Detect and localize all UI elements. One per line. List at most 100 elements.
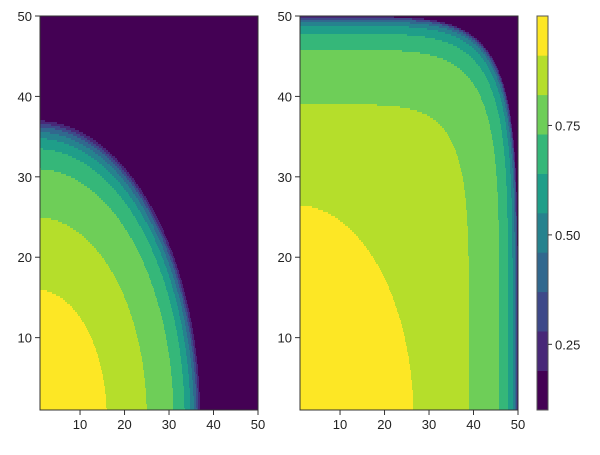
contour-cell <box>512 248 516 251</box>
contour-cell <box>409 356 470 359</box>
contour-cell <box>140 210 146 213</box>
contour-cell <box>56 294 125 297</box>
contour-cell <box>130 312 162 315</box>
contour-cell <box>162 256 167 259</box>
contour-cell <box>516 250 518 253</box>
contour-cell <box>300 238 360 241</box>
contour-cell <box>129 186 135 189</box>
contour-cell <box>177 334 184 337</box>
contour-cell <box>448 24 453 27</box>
contour-cell <box>409 360 470 363</box>
contour-cell <box>175 264 178 267</box>
contour-cell <box>132 316 163 319</box>
contour-cell <box>512 134 514 137</box>
contour-cell <box>505 92 507 95</box>
contour-cell <box>475 38 478 41</box>
contour-cell <box>396 306 470 309</box>
contour-cell <box>397 310 470 313</box>
contour-cell <box>508 342 514 345</box>
contour-cell <box>165 234 259 237</box>
contour-cell <box>173 404 185 407</box>
contour-cell <box>437 20 519 23</box>
contour-cell <box>178 340 185 343</box>
contour-cell <box>186 326 190 329</box>
contour-cell <box>513 280 516 283</box>
contour-cell <box>300 278 386 281</box>
contour-cell <box>453 144 494 147</box>
contour-cell <box>514 200 516 203</box>
contour-cell <box>515 308 517 311</box>
contour-cell <box>194 348 197 351</box>
contour-cell <box>387 282 470 285</box>
contour-cell <box>513 368 516 371</box>
contour-cell <box>144 264 159 267</box>
contour-cell <box>513 388 516 391</box>
contour-cell <box>510 118 512 121</box>
contour-cell <box>512 220 515 223</box>
contour-cell <box>123 186 130 189</box>
contour-cell <box>300 172 463 175</box>
contour-cell <box>412 386 470 389</box>
contour-cell <box>40 230 77 233</box>
contour-cell <box>196 350 259 353</box>
contour-cell <box>500 122 507 125</box>
contour-cell <box>157 222 161 225</box>
contour-cell <box>508 316 514 319</box>
x-tick-label: 20 <box>377 417 391 432</box>
contour-cell <box>150 228 155 231</box>
contour-cell <box>516 230 518 233</box>
contour-cell <box>511 142 513 145</box>
contour-cell <box>503 142 509 145</box>
contour-cell <box>181 358 188 361</box>
contour-cell <box>503 108 507 111</box>
contour-cell <box>162 232 165 235</box>
contour-cell <box>300 250 370 253</box>
contour-cell <box>514 204 516 207</box>
contour-cell <box>173 394 185 397</box>
contour-cell <box>164 236 167 239</box>
contour-cell <box>469 404 500 407</box>
contour-cell <box>466 198 499 201</box>
contour-cell <box>465 190 498 193</box>
contour-cell <box>170 252 174 255</box>
contour-cell <box>508 258 514 261</box>
contour-cell <box>166 334 178 337</box>
contour-cell <box>171 372 183 375</box>
contour-cell <box>140 350 169 353</box>
contour-cell <box>188 342 192 345</box>
contour-cell <box>40 400 107 403</box>
contour-cell <box>447 60 476 63</box>
colorbar-band <box>537 16 548 56</box>
contour-cell <box>484 46 519 49</box>
contour-cell <box>194 402 197 405</box>
contour-cell <box>513 372 516 375</box>
contour-cell <box>187 336 191 339</box>
contour-cell <box>300 16 395 19</box>
contour-cell <box>40 80 259 83</box>
contour-cell <box>516 274 518 277</box>
contour-cell <box>508 122 511 125</box>
x-tick-label: 10 <box>73 417 87 432</box>
contour-cell <box>40 184 85 187</box>
contour-cell <box>175 324 183 327</box>
contour-cell <box>156 224 159 227</box>
contour-cell <box>499 348 509 351</box>
contour-cell <box>507 202 513 205</box>
contour-cell <box>516 266 518 269</box>
contour-cell <box>106 168 115 171</box>
contour-cell <box>500 86 503 89</box>
contour-cell <box>516 394 518 397</box>
contour-cell <box>513 298 516 301</box>
contour-cell <box>173 258 176 261</box>
contour-cell <box>40 92 259 95</box>
contour-cell <box>181 322 186 325</box>
contour-cell <box>512 204 515 207</box>
contour-cell <box>498 206 508 209</box>
contour-cell <box>499 396 509 399</box>
contour-cell <box>508 260 514 263</box>
contour-cell <box>197 376 200 379</box>
contour-cell <box>516 330 518 333</box>
contour-cell <box>499 294 509 297</box>
contour-cell <box>75 178 105 181</box>
contour-cell <box>510 170 514 173</box>
